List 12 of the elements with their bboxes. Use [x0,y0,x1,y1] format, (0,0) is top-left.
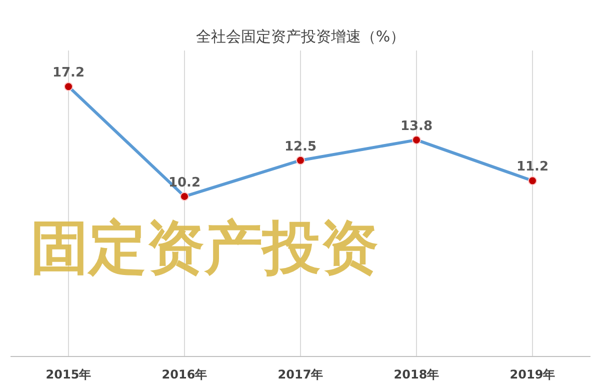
x-tick-label: 2017年 [278,368,324,382]
x-tick-label: 2016年 [162,368,208,382]
data-label: 13.8 [400,118,433,134]
data-label: 12.5 [284,139,317,154]
annotation: 固定资产投资 [30,214,378,282]
data-label: 11.2 [516,160,549,175]
x-tick-label: 2015年 [46,368,92,382]
x-tick-label: 2019年 [510,368,556,382]
x-tick-label: 2018年 [394,368,440,382]
data-label: 10.2 [168,175,201,190]
data-label: 17.2 [52,66,85,81]
chart-title: 全社会固定资产投资增速（%） [196,28,406,46]
